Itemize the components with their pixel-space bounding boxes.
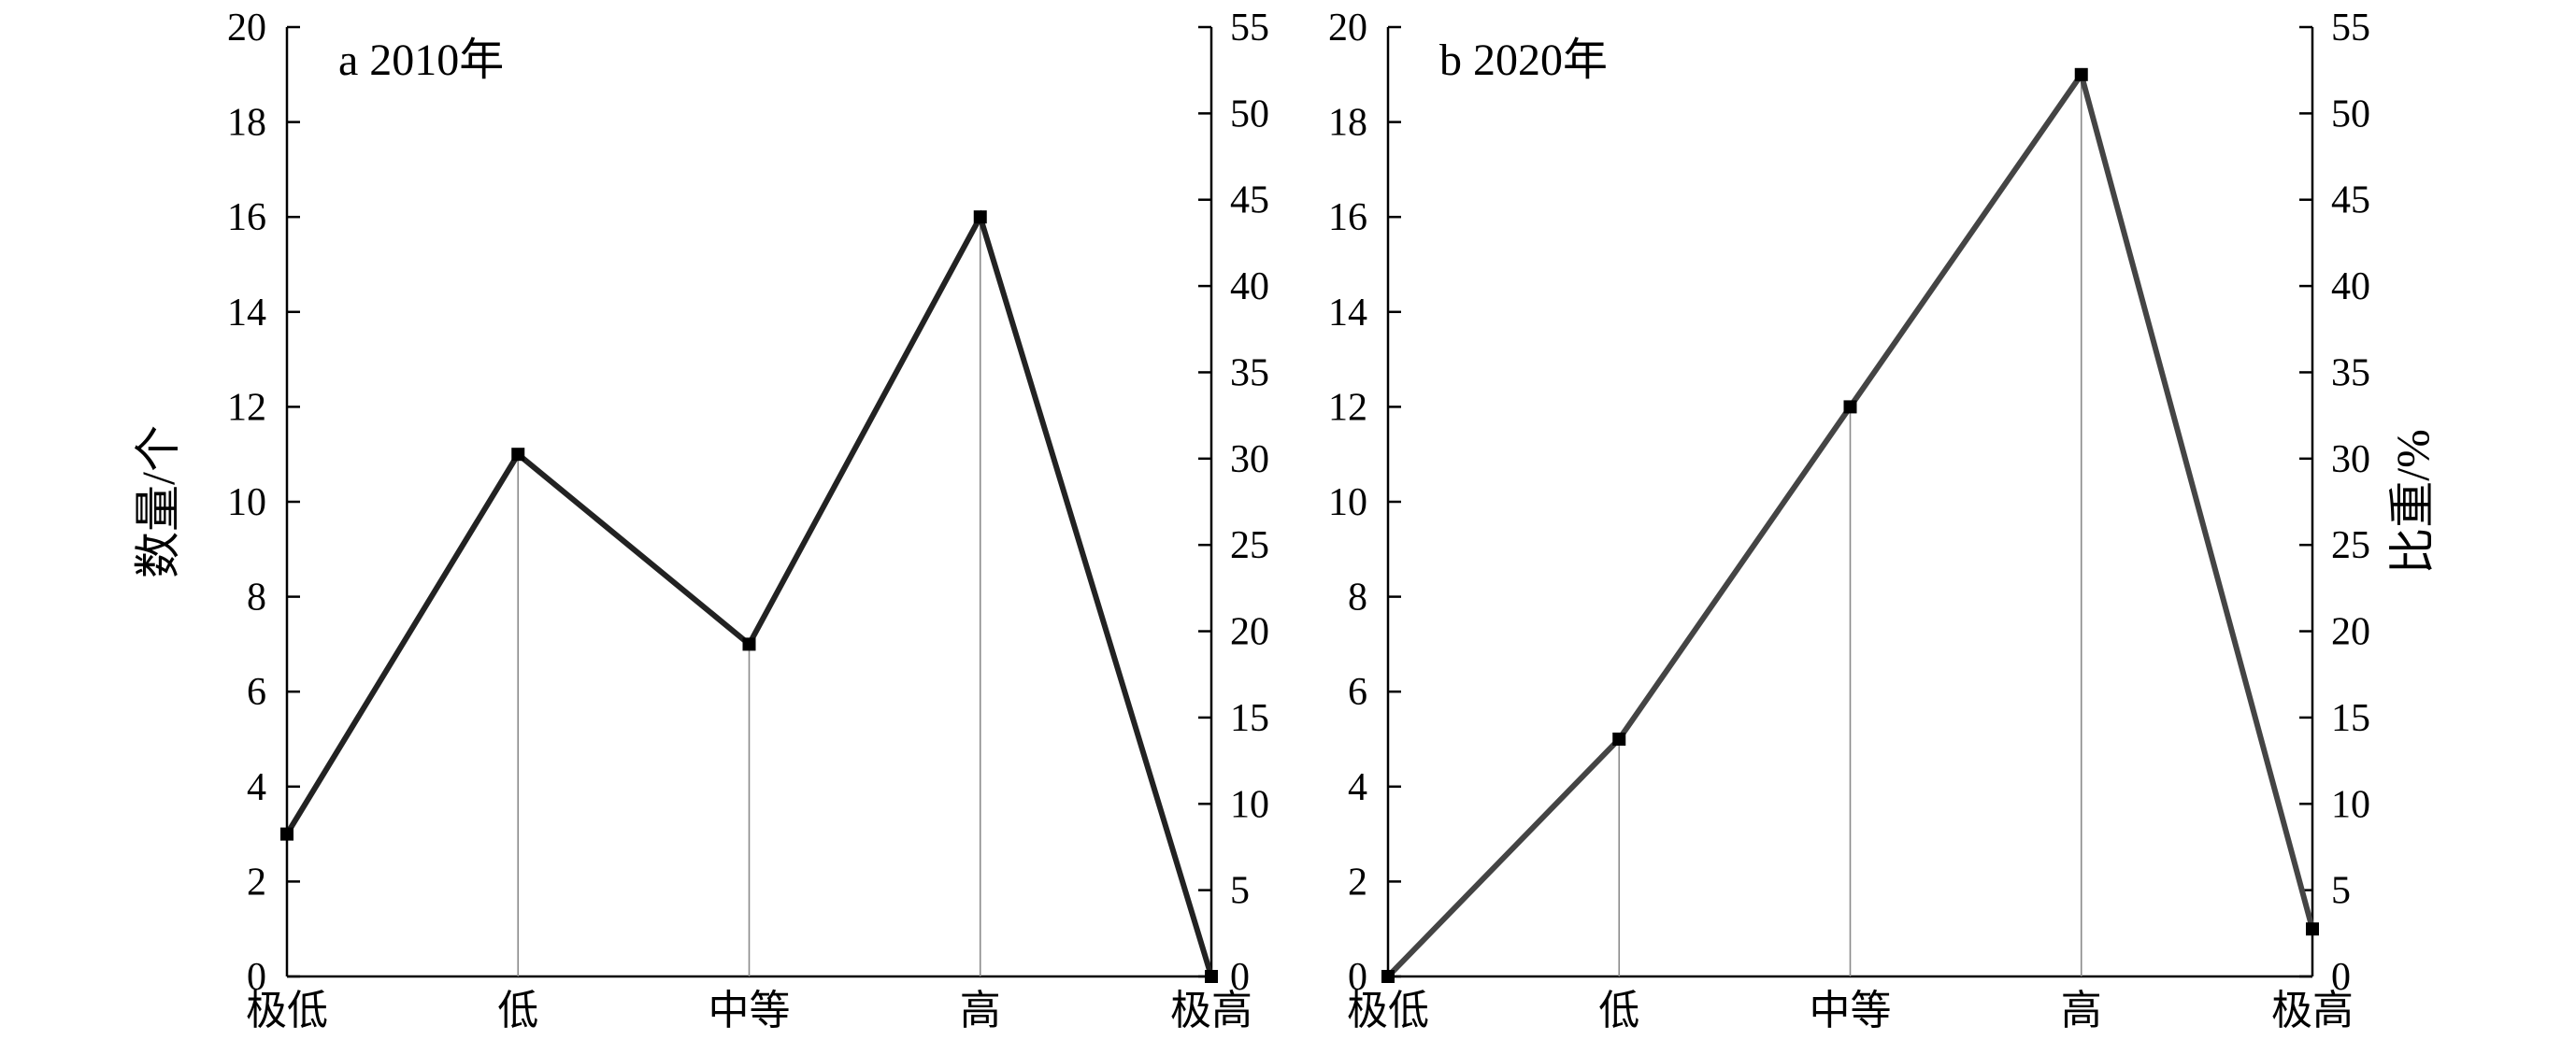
data-point-marker (1612, 733, 1626, 746)
left-tick-label: 8 (1348, 577, 1367, 620)
right-tick-label: 50 (1230, 93, 1269, 135)
right-tick-label: 45 (1230, 179, 1269, 222)
left-tick-label: 6 (247, 671, 266, 714)
x-category-label: 中等 (1810, 988, 1892, 1033)
right-tick-label: 35 (2331, 351, 2370, 394)
data-point-marker (973, 210, 987, 224)
left-tick-label: 0 (1348, 956, 1367, 999)
right-tick-label: 55 (1230, 7, 1269, 50)
data-point-marker (1381, 970, 1395, 983)
right-tick-label: 5 (1230, 870, 1250, 913)
right-tick-label: 5 (2331, 870, 2351, 913)
data-point-marker (1205, 970, 1218, 983)
x-category-label: 低 (1598, 988, 1639, 1033)
right-tick-label: 25 (1230, 524, 1269, 567)
left-tick-label: 0 (247, 956, 266, 999)
x-category-label: 极高 (2271, 988, 2354, 1033)
right-tick-label: 45 (2331, 179, 2370, 222)
left-tick-label: 2 (1348, 861, 1367, 904)
data-point-marker (2306, 922, 2319, 936)
left-axis-title: 数量/个 (132, 425, 184, 578)
right-tick-label: 10 (1230, 783, 1269, 826)
left-tick-label: 18 (227, 102, 266, 145)
panel-title: a 2010年 (338, 36, 504, 85)
right-tick-label: 30 (1230, 438, 1269, 481)
right-tick-label: 50 (2331, 93, 2370, 135)
right-tick-label: 30 (2331, 438, 2370, 481)
data-point-marker (511, 448, 525, 462)
left-tick-label: 8 (247, 577, 266, 620)
left-tick-label: 12 (227, 386, 266, 429)
left-tick-label: 12 (1328, 386, 1367, 429)
data-point-marker (280, 827, 293, 841)
left-tick-label: 18 (1328, 102, 1367, 145)
left-tick-label: 16 (1328, 196, 1367, 239)
right-axis-title: 比重/% (2386, 429, 2439, 575)
left-tick-label: 2 (247, 861, 266, 904)
data-point-marker (2074, 67, 2088, 81)
right-tick-label: 25 (2331, 524, 2370, 567)
right-tick-label: 0 (2331, 956, 2351, 999)
x-category-label: 高 (960, 988, 1001, 1033)
right-tick-label: 35 (1230, 351, 1269, 394)
right-tick-label: 40 (1230, 265, 1269, 308)
right-tick-label: 55 (2331, 7, 2370, 50)
right-tick-label: 20 (2331, 611, 2370, 654)
left-tick-label: 16 (227, 196, 266, 239)
left-tick-label: 4 (1348, 766, 1367, 809)
data-point-marker (742, 637, 756, 651)
right-tick-label: 10 (2331, 783, 2370, 826)
x-category-label: 极低 (246, 988, 328, 1033)
data-point-marker (1843, 400, 1857, 414)
right-tick-label: 15 (2331, 697, 2370, 740)
left-tick-label: 20 (227, 7, 266, 50)
left-tick-label: 10 (1328, 481, 1367, 524)
left-tick-label: 10 (227, 481, 266, 524)
panel-title: b 2020年 (1439, 36, 1608, 85)
x-category-label: 低 (497, 988, 538, 1033)
right-tick-label: 40 (2331, 265, 2370, 308)
x-category-label: 高 (2061, 988, 2102, 1033)
right-tick-label: 0 (1230, 956, 1250, 999)
left-tick-label: 4 (247, 766, 266, 809)
x-category-label: 中等 (708, 988, 791, 1033)
left-tick-label: 14 (1328, 292, 1367, 335)
x-category-label: 极高 (1170, 988, 1252, 1033)
left-tick-label: 20 (1328, 7, 1367, 50)
right-tick-label: 15 (1230, 697, 1269, 740)
right-tick-label: 20 (1230, 611, 1269, 654)
left-tick-label: 6 (1348, 671, 1367, 714)
x-category-label: 极低 (1347, 988, 1429, 1033)
left-tick-label: 14 (227, 292, 266, 335)
